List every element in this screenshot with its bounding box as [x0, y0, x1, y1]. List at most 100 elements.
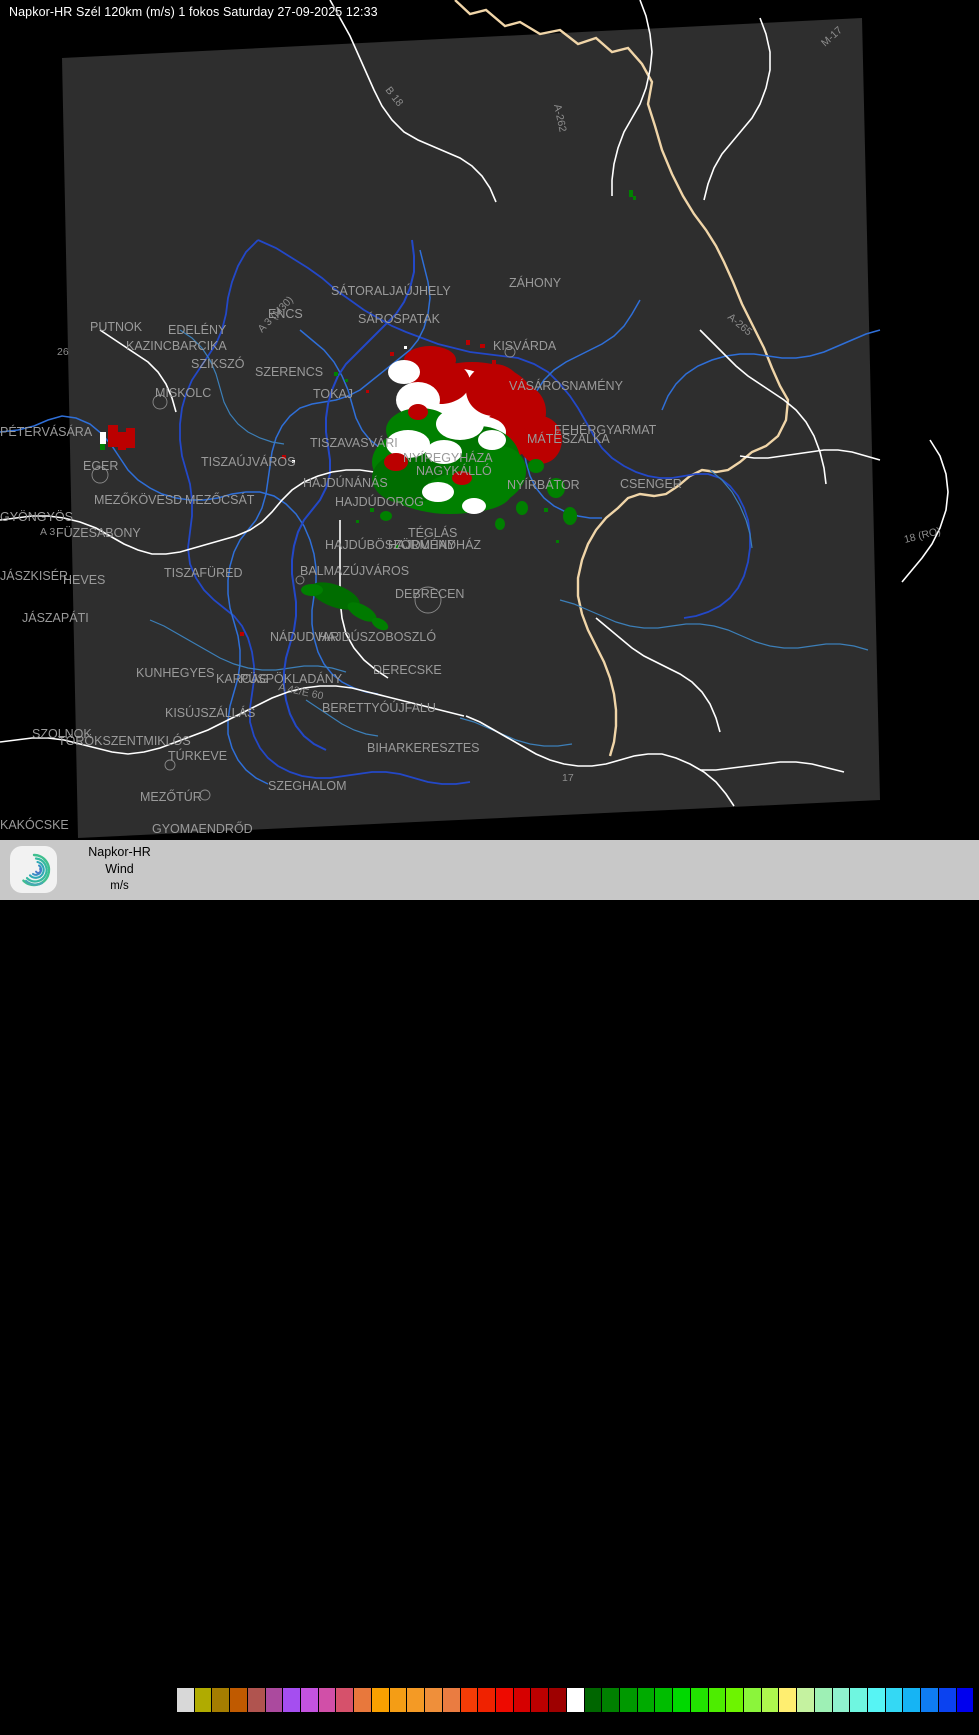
color-scale-cell[interactable] — [673, 1688, 691, 1712]
color-scale-cell[interactable] — [371, 1688, 390, 1712]
color-scale-tick: 4 — [615, 1714, 623, 1728]
color-scale-tick: -10 — [486, 1714, 505, 1728]
city-label: SZERENCS — [255, 365, 323, 379]
city-label: SZIKSZÓ — [191, 356, 245, 371]
color-scale-cell[interactable] — [797, 1688, 815, 1712]
color-scale-tick: 38 — [913, 1714, 928, 1728]
city-label: JÁSZAPÁTI — [22, 610, 89, 625]
city-label: NÁDUDVAR — [270, 629, 339, 644]
color-scale-cell[interactable] — [744, 1688, 762, 1712]
color-scale-cell[interactable] — [177, 1688, 195, 1712]
color-scale-tick: 16 — [718, 1714, 733, 1728]
color-scale-cell[interactable] — [549, 1688, 567, 1712]
city-label-group: PUTNOK EDELÉNY KAZINCBARCIKA SZIKSZÓ SZERENC… — [0, 275, 682, 836]
color-scale-cell[interactable] — [336, 1688, 355, 1712]
color-scale-cells[interactable] — [176, 1687, 974, 1713]
color-scale-tick: 14 — [701, 1714, 715, 1728]
color-scale-tick: -28 — [326, 1714, 345, 1728]
city-label: FEHÉRGYARMAT — [554, 422, 657, 437]
color-scale-cell[interactable] — [584, 1688, 603, 1712]
color-scale-tick: -34 — [273, 1714, 292, 1728]
road-label: A-262 — [551, 103, 569, 133]
tisza-river — [283, 239, 415, 751]
city-label: TISZAÚJVÁROS — [201, 454, 295, 469]
color-scale-cell[interactable] — [885, 1688, 904, 1712]
city-label: ENCS — [268, 307, 303, 321]
color-scale-cell[interactable] — [602, 1688, 620, 1712]
radar-map-canvas[interactable]: PUTNOK EDELÉNY KAZINCBARCIKA SZIKSZÓ SZERENC… — [0, 0, 979, 840]
color-scale-tick: -2 — [560, 1714, 572, 1728]
city-label: MEZŐCSÁT — [185, 492, 255, 507]
color-scale-tick: 22 — [771, 1714, 786, 1728]
city-label: PUTNOK — [90, 320, 143, 334]
color-scale-tick: -16 — [432, 1714, 452, 1728]
color-scale-cell[interactable] — [761, 1688, 780, 1712]
color-scale-tick: -6 — [525, 1714, 537, 1728]
color-scale-cell[interactable] — [726, 1688, 744, 1712]
color-scale-cell[interactable] — [478, 1688, 496, 1712]
road-label: 26 — [57, 346, 69, 358]
color-scale-tick: -38 — [237, 1714, 256, 1728]
color-scale-cell[interactable] — [318, 1688, 337, 1712]
color-scale-cell[interactable] — [814, 1688, 833, 1712]
city-label: TÚRKEVE — [168, 748, 227, 763]
city-label: KAZINCBARCIKA — [126, 339, 227, 353]
legend-bar: Napkor-HR Wind m/s -64 -42 -40 -38 -36 -34 -32… — [0, 840, 979, 1728]
color-scale-cell[interactable] — [690, 1688, 709, 1712]
color-scale-cell[interactable] — [283, 1688, 302, 1712]
color-scale-tick: 24 — [789, 1714, 804, 1728]
color-scale-cell[interactable] — [531, 1688, 550, 1712]
color-scale-cell[interactable] — [619, 1688, 638, 1712]
color-scale-cell[interactable] — [868, 1688, 886, 1712]
color-scale-cell[interactable] — [495, 1688, 514, 1712]
color-scale-tick: -4 — [542, 1714, 554, 1728]
city-label: SZOLNOK — [32, 727, 92, 741]
city-label: CSENGER — [620, 477, 682, 491]
color-scale-cell[interactable] — [389, 1688, 408, 1712]
city-label: GYÖNGYÖS — [0, 510, 73, 524]
city-label: KAKÓCSKE — [0, 817, 69, 832]
color-scale-cell[interactable] — [655, 1688, 674, 1712]
color-scale-cell[interactable] — [265, 1688, 284, 1712]
color-scale-cell[interactable] — [850, 1688, 869, 1712]
city-label: KUNHEGYES — [136, 666, 215, 680]
color-scale-tick: -12 — [468, 1714, 487, 1728]
legend-caption: Napkor-HR Wind m/s — [62, 844, 177, 898]
color-scale-cell[interactable] — [301, 1688, 319, 1712]
color-scale-cell[interactable] — [425, 1688, 443, 1712]
color-scale[interactable]: -64 -42 -40 -38 -36 -34 -32 -30 -28 -26 -24 -22 -20-… — [176, 1687, 974, 1735]
color-scale-tick: 12 — [683, 1714, 698, 1728]
color-scale-cell[interactable] — [247, 1688, 266, 1712]
color-scale-tick: -36 — [255, 1714, 274, 1728]
color-scale-cell[interactable] — [407, 1688, 426, 1712]
color-scale-tick: -22 — [379, 1714, 398, 1728]
color-scale-cell[interactable] — [938, 1688, 957, 1712]
color-scale-tick: 34 — [878, 1714, 893, 1728]
color-scale-tick: -30 — [308, 1714, 327, 1728]
color-scale-tick: -14 — [450, 1714, 469, 1728]
color-scale-cell[interactable] — [637, 1688, 656, 1712]
color-scale-cell[interactable] — [513, 1688, 532, 1712]
color-scale-tick: 40 — [931, 1714, 946, 1728]
city-label: TISZAFÜRED — [164, 566, 242, 580]
color-scale-cell[interactable] — [779, 1688, 798, 1712]
color-scale-cell[interactable] — [230, 1688, 248, 1712]
legend-unit-label: m/s — [110, 880, 129, 892]
color-scale-cell[interactable] — [832, 1688, 851, 1712]
color-scale-cell[interactable] — [903, 1688, 922, 1712]
city-label: HAJDÚHADHÁZ — [388, 537, 481, 552]
color-scale-cell[interactable] — [460, 1688, 479, 1712]
color-scale-cell[interactable] — [921, 1688, 939, 1712]
color-scale-tick: -8 — [507, 1714, 519, 1728]
city-label: HAJDÚSZOBOSZLÓ — [318, 629, 436, 644]
color-scale-cell[interactable] — [442, 1688, 461, 1712]
color-scale-cell[interactable] — [956, 1688, 974, 1712]
color-scale-cell[interactable] — [566, 1688, 585, 1712]
color-scale-cell[interactable] — [212, 1688, 231, 1712]
color-scale-cell[interactable] — [194, 1688, 213, 1712]
city-label: ZÁHONY — [509, 275, 562, 290]
color-scale-cell[interactable] — [708, 1688, 727, 1712]
color-scale-cell[interactable] — [354, 1688, 372, 1712]
city-label: NAGYKÁLLÓ — [416, 463, 492, 478]
city-label: KARCAG — [216, 672, 269, 686]
